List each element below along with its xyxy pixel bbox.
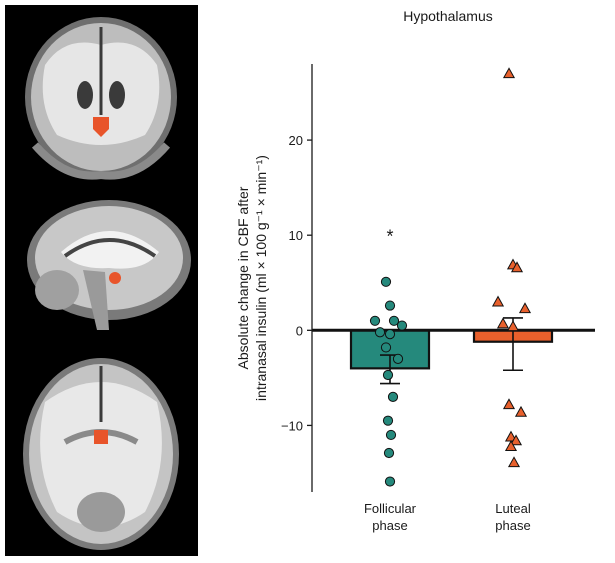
- hypothalamus-highlight: [93, 117, 109, 137]
- data-point: [396, 320, 408, 331]
- hypothalamus-chart: Hypothalamus Absolute change in CBF afte…: [235, 8, 595, 533]
- brain-axial-view: [5, 352, 198, 556]
- data-point: [502, 67, 516, 79]
- data-point: [382, 415, 394, 426]
- y-axis-label-line1: Absolute change in CBF after: [235, 186, 251, 369]
- chart-title: Hypothalamus: [403, 8, 493, 24]
- hypothalamus-highlight: [94, 430, 108, 444]
- y-ticks: 20 10 0 −10: [281, 64, 313, 492]
- data-point: [380, 276, 392, 287]
- y-axis-label: Absolute change in CBF after intranasal …: [235, 155, 269, 401]
- data-point: [380, 342, 392, 353]
- hypothalamus-highlight: [109, 272, 121, 284]
- data-point: [384, 329, 396, 340]
- data-point: [384, 476, 396, 487]
- x-labels: Follicular phase Luteal phase: [364, 501, 531, 533]
- x-category-label-line1: Follicular: [364, 501, 417, 516]
- y-tick-label: 0: [296, 323, 303, 338]
- data-point: [506, 320, 520, 332]
- data-point: [385, 429, 397, 441]
- data-point: [514, 405, 528, 417]
- data-point: [392, 353, 404, 364]
- data-point: [382, 369, 394, 381]
- x-category-label-line2: phase: [372, 518, 407, 533]
- data-point: [510, 261, 524, 273]
- significance-marker: *: [386, 226, 393, 246]
- brain-image-panel: [5, 5, 198, 556]
- brain-coronal-view: [5, 5, 198, 188]
- y-axis-label-line2: intranasal insulin (ml × 100 g⁻¹ × min⁻¹…: [253, 155, 269, 401]
- data-point: [374, 327, 386, 338]
- data-point: [369, 315, 381, 326]
- data-point: [504, 440, 518, 452]
- data-point: [509, 434, 523, 446]
- data-point: [502, 398, 516, 410]
- data-point: [383, 447, 395, 459]
- x-category-label-line2: phase: [495, 518, 530, 533]
- data-point: [387, 391, 399, 402]
- y-tick-label: 20: [289, 133, 303, 148]
- y-tick-label: −10: [281, 418, 303, 433]
- data-point: [507, 456, 521, 468]
- y-tick-label: 10: [289, 228, 303, 243]
- data-point: [496, 317, 510, 329]
- data-point: [491, 295, 505, 307]
- data-point: [388, 315, 400, 326]
- data-point: [518, 302, 532, 314]
- plot-area: *: [312, 67, 595, 487]
- brain-sagittal-view: [5, 190, 198, 350]
- x-category-label-line1: Luteal: [495, 501, 531, 516]
- data-point: [384, 300, 396, 311]
